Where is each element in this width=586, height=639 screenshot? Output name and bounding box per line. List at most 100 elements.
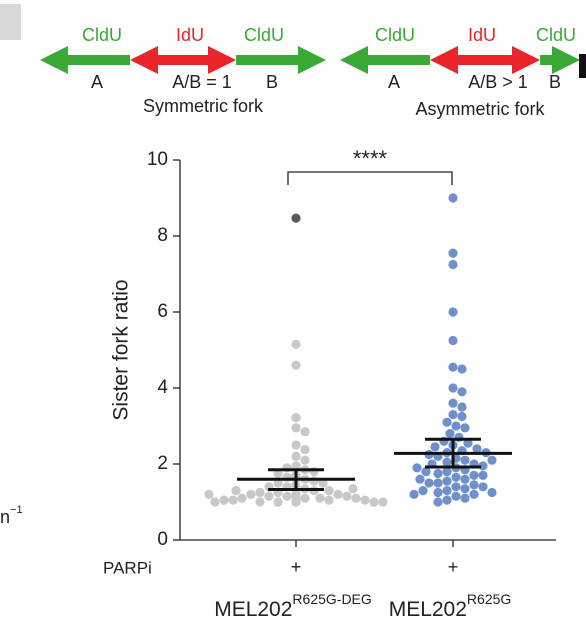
- data-point: [448, 410, 458, 420]
- length-label: B: [266, 72, 278, 92]
- data-point: [487, 455, 497, 465]
- data-point: [469, 489, 479, 499]
- data-point: [457, 402, 467, 412]
- data-point: [360, 495, 370, 505]
- data-point: [333, 489, 343, 499]
- data-point: [237, 493, 247, 503]
- data-point: [415, 474, 425, 484]
- data-point: [442, 457, 452, 467]
- x-tick-label: MEL202R625G-DEG: [214, 591, 372, 621]
- segment-label: CldU: [82, 25, 122, 45]
- data-point: [460, 474, 470, 484]
- category-base: MEL202: [389, 598, 467, 621]
- data-point: [291, 423, 301, 433]
- data-point: [409, 489, 419, 499]
- y-tick-label: 4: [157, 377, 168, 398]
- data-point: [457, 387, 467, 397]
- data-point: [433, 497, 443, 507]
- y-tick-label: 0: [157, 529, 168, 550]
- data-point: [300, 444, 310, 455]
- segment-label: IdU: [468, 25, 496, 45]
- caption: Asymmetric fork: [415, 99, 545, 119]
- data-point: [433, 487, 443, 498]
- y-tick-label: 8: [157, 225, 168, 246]
- data-point: [448, 383, 458, 393]
- side-text-sup: −1: [10, 504, 23, 516]
- data-point: [448, 307, 458, 317]
- data-point: [300, 427, 310, 437]
- y-tick-label: 6: [157, 301, 168, 322]
- data-point: [291, 339, 301, 349]
- caption: Symmetric fork: [143, 96, 264, 116]
- y-tick-label: 2: [157, 453, 168, 474]
- fork-diagram: CldU IdU CldU A A/B > 1 B Asymmetric for…: [340, 25, 580, 119]
- data-point: [246, 489, 256, 499]
- data-point: [448, 248, 458, 258]
- data-point: [324, 495, 334, 505]
- data-point: [255, 497, 265, 507]
- data-point: [451, 491, 461, 501]
- data-point: [291, 413, 301, 423]
- data-point: [442, 495, 452, 505]
- category-base: MEL202: [214, 598, 292, 621]
- data-point: [300, 493, 310, 503]
- category-sup: R625G-DEG: [292, 591, 371, 607]
- length-label: A: [388, 72, 400, 92]
- segment-label: CldU: [375, 25, 415, 45]
- data-point: [457, 411, 467, 422]
- segment-label: CldU: [536, 25, 576, 45]
- side-text: n−1: [0, 504, 23, 527]
- data-point: [448, 335, 458, 346]
- length-label: A/B = 1: [172, 72, 232, 92]
- row-value: +: [291, 557, 302, 577]
- data-point: [451, 482, 461, 492]
- data-point: [460, 423, 470, 433]
- data-point: [210, 497, 220, 507]
- data-point: [430, 442, 440, 452]
- data-point: [472, 444, 482, 454]
- segment-label: CldU: [244, 25, 284, 45]
- y-tick-label: 10: [147, 149, 168, 170]
- data-point: [291, 493, 301, 503]
- arrow: [540, 46, 580, 74]
- data-point: [469, 470, 479, 480]
- data-point: [264, 491, 274, 501]
- side-text-base: n: [0, 507, 10, 527]
- data-point: [300, 455, 310, 465]
- data-point: [418, 486, 428, 496]
- data-point: [204, 489, 214, 499]
- arrow: [130, 46, 236, 74]
- data-point: [442, 476, 452, 486]
- data-point: [228, 495, 238, 505]
- length-label: B: [549, 72, 561, 92]
- data-point: [219, 495, 229, 505]
- significance: ****: [353, 146, 388, 171]
- panel-edge: [579, 54, 586, 78]
- fork-diagram: CldU IdU CldU A A/B = 1 B Symmetric fork: [40, 25, 326, 116]
- data-point: [378, 497, 388, 507]
- length-label: A: [91, 72, 103, 92]
- data-point: [478, 470, 488, 480]
- data-point: [273, 497, 283, 507]
- data-point: [487, 487, 497, 498]
- data-point: [433, 468, 443, 479]
- data-point: [291, 360, 301, 370]
- data-point: [448, 398, 458, 408]
- x-tick-label: MEL202R625G: [389, 591, 512, 621]
- data-point: [460, 455, 470, 465]
- data-point: [448, 259, 458, 270]
- panel-edge: [0, 4, 21, 40]
- data-point: [469, 480, 479, 490]
- data-point: [448, 362, 458, 372]
- data-point: [442, 467, 452, 477]
- data-point: [445, 429, 455, 439]
- data-point: [457, 364, 467, 374]
- data-point: [315, 493, 325, 503]
- row-label: PARPi: [103, 558, 152, 577]
- data-point: [291, 451, 301, 461]
- data-point: [351, 493, 361, 503]
- segment-label: IdU: [176, 25, 204, 45]
- significance-bracket: [287, 171, 453, 185]
- arrow: [430, 46, 540, 74]
